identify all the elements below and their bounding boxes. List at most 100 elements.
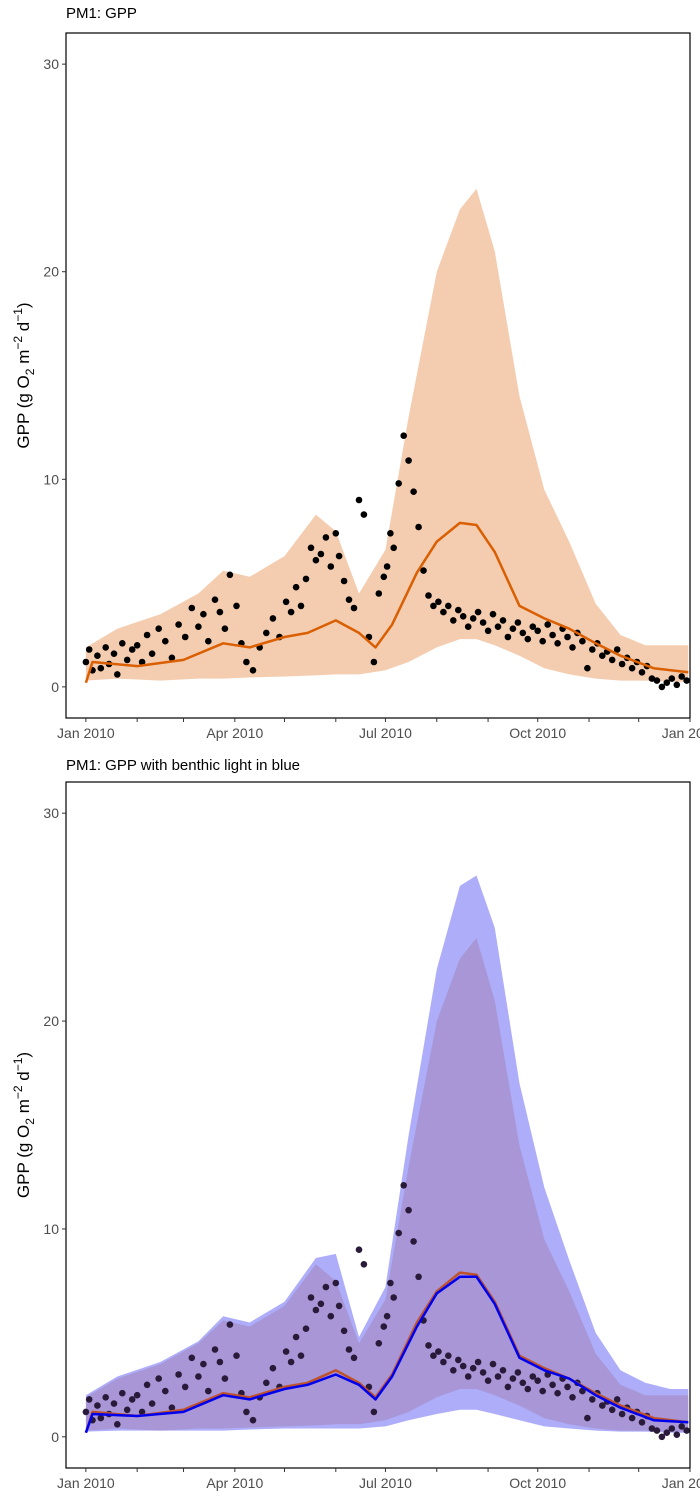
data-point (119, 1389, 126, 1397)
data-point (216, 608, 224, 616)
data-point (85, 646, 93, 653)
data-point (195, 1373, 202, 1380)
data-point (226, 1321, 234, 1328)
data-point (589, 1396, 596, 1403)
data-point (205, 637, 212, 645)
x-tick-label: Jan 2010 (57, 725, 115, 741)
data-point (102, 644, 109, 651)
data-point (312, 556, 320, 564)
data-point (410, 488, 417, 496)
data-point (450, 617, 457, 624)
data-point (302, 1325, 310, 1332)
y-axis-title: GPP (g O2 m−2 d−1) (11, 1052, 37, 1198)
data-point (648, 675, 656, 682)
data-point (499, 617, 507, 624)
data-point (618, 660, 626, 668)
data-point (479, 619, 487, 626)
data-point (613, 646, 621, 653)
data-point (673, 681, 681, 689)
data-point (395, 480, 403, 487)
data-point (668, 675, 676, 682)
data-point (226, 571, 234, 579)
x-tick-label: Oct 2010 (509, 1475, 566, 1491)
data-point (459, 1362, 467, 1370)
chart-title: PM1: GPP (66, 5, 137, 22)
data-point (249, 667, 257, 674)
data-point (390, 1294, 398, 1301)
data-point (133, 642, 141, 649)
data-point (133, 1391, 141, 1399)
data-point (638, 669, 646, 676)
data-point (380, 573, 388, 581)
data-point (188, 1354, 196, 1362)
data-point (648, 1425, 656, 1432)
data-point (375, 1340, 383, 1347)
data-point (155, 625, 162, 632)
data-point (464, 1373, 472, 1380)
data-point (435, 598, 442, 606)
data-point (514, 1369, 522, 1376)
data-point (269, 1364, 277, 1372)
data-point (345, 596, 353, 603)
data-point (534, 1377, 541, 1384)
data-point (380, 1323, 388, 1330)
data-point (221, 1375, 229, 1382)
data-point (519, 629, 527, 637)
x-tick-label: Apr 2010 (206, 1475, 263, 1491)
x-tick-label: Jul 2010 (359, 725, 412, 741)
y-axis-title: GPP (g O2 m−2 d−1) (11, 302, 37, 448)
y-axis-label: GPP (g O2 m−2 d−1) (11, 302, 37, 448)
x-tick-label: Jul 2010 (359, 1475, 412, 1491)
data-point (440, 608, 447, 616)
data-point (663, 679, 671, 686)
data-point (355, 1246, 363, 1253)
y-tick-label: 30 (43, 56, 59, 72)
y-tick-label: 0 (51, 1429, 59, 1445)
data-point (110, 650, 118, 657)
data-point (340, 577, 348, 585)
data-point (302, 575, 310, 583)
axes: 0 10 20 30 Jan 2010 Apr 2010 Jul 2010 Oct 2010 J… (43, 32, 700, 741)
data-point (370, 1408, 378, 1416)
data-point (383, 563, 391, 570)
data-point (683, 677, 690, 684)
data-point (82, 658, 90, 666)
data-point (628, 664, 636, 672)
data-point (658, 1433, 666, 1441)
data-point (102, 1394, 109, 1401)
data-point (430, 1352, 437, 1359)
panel-gpp: PM1: GPP GPP (g O2 m−2 d−1) 0 10 20 30 Jan 2… (11, 5, 700, 741)
data-point (474, 608, 482, 616)
data-point (282, 598, 290, 606)
data-point (489, 610, 497, 618)
data-point (599, 1402, 606, 1409)
data-point (599, 652, 606, 659)
data-point (445, 602, 452, 610)
data-point (415, 523, 422, 531)
data-point (148, 650, 156, 657)
data-point (287, 608, 295, 616)
x-tick-label: Jan 2010 (57, 1475, 115, 1491)
data-point (425, 1342, 432, 1349)
data-point (243, 1408, 250, 1416)
data-point (263, 1379, 270, 1387)
data-point (332, 530, 340, 537)
data-point (415, 1273, 422, 1281)
data-point (658, 683, 666, 691)
data-point (504, 1383, 512, 1391)
data-point (469, 615, 477, 622)
data-point (663, 1429, 671, 1436)
data-point (138, 658, 146, 666)
data-point (114, 1421, 121, 1428)
data-point (94, 652, 101, 659)
data-point (287, 1358, 295, 1366)
data-point (638, 1419, 646, 1426)
data-point (307, 544, 315, 552)
data-point (544, 621, 551, 628)
data-point (233, 602, 240, 610)
x-tick-label: Jan 2011 (662, 725, 700, 741)
data-point (211, 1346, 219, 1353)
y-tick-label: 10 (43, 471, 59, 487)
data-point (524, 1385, 532, 1393)
plot-frame (65, 781, 691, 1469)
